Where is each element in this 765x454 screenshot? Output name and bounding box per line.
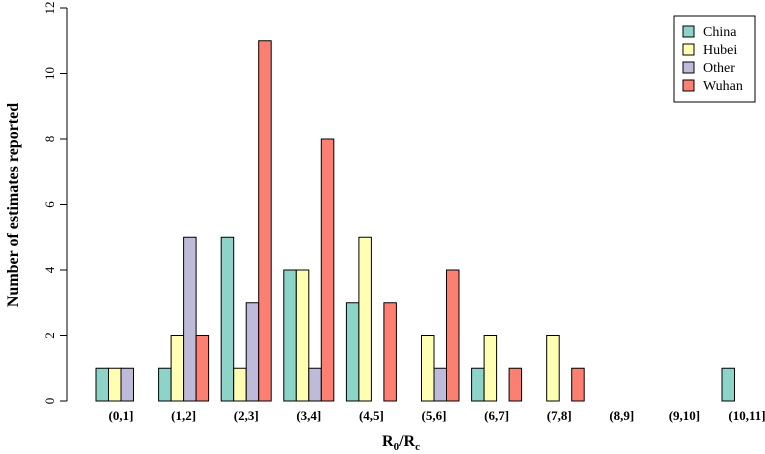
x-tick-label: (2,3]: [234, 408, 259, 423]
bar-wuhan: [258, 40, 272, 402]
bar-china: [345, 302, 360, 402]
legend-swatch-other: [682, 61, 695, 74]
bar-china: [283, 269, 297, 402]
x-axis-title-sub2: c: [415, 441, 420, 453]
bar-hubei: [233, 367, 247, 402]
bar-hubei: [295, 269, 310, 402]
y-tick-label: 6: [42, 201, 57, 208]
bar-other: [433, 367, 447, 402]
bars: [95, 40, 735, 402]
bar-china: [158, 367, 172, 402]
bar-wuhan: [571, 367, 585, 402]
x-axis-title-main: R: [382, 433, 394, 450]
bar-wuhan: [320, 138, 335, 402]
x-tick-label: (5,6]: [422, 408, 447, 423]
y-tick-label: 0: [42, 398, 57, 405]
y-axis-title: Number of estimates reported: [5, 103, 22, 307]
legend: China Hubei Other Wuhan: [673, 15, 756, 103]
x-axis-title: R0/Rc: [382, 433, 420, 453]
x-axis: (0,1] (1,2] (2,3] (3,4] (4,5] (5,6] (6,7] (7,8]…: [109, 408, 765, 423]
legend-label-other: Other: [703, 61, 735, 76]
bar-wuhan: [383, 302, 397, 402]
y-axis: 0 2 4 6 8 10 12: [42, 2, 68, 405]
legend-label-wuhan: Wuhan: [703, 79, 743, 94]
bar-hubei: [546, 335, 560, 402]
y-tick-label: 2: [42, 332, 57, 339]
y-tick-label: 10: [42, 67, 57, 80]
bar-china: [471, 367, 485, 402]
bar-hubei: [170, 335, 185, 402]
bar-hubei: [358, 236, 372, 402]
x-tick-label: (9,10]: [669, 408, 700, 423]
x-axis-title-sub1: 0: [394, 441, 400, 453]
bar-other: [245, 302, 260, 402]
bar-other: [120, 367, 134, 402]
x-tick-label: (8,9]: [609, 408, 634, 423]
bar-wuhan: [508, 367, 523, 402]
y-tick-label: 8: [42, 136, 57, 143]
x-tick-label: (6,7]: [484, 408, 509, 423]
bar-other: [183, 236, 197, 402]
bar-china: [220, 236, 235, 402]
bar-hubei: [421, 335, 435, 402]
legend-swatch-china: [682, 25, 695, 38]
bar-other: [308, 367, 322, 402]
bar-china: [721, 367, 735, 402]
x-tick-label: (3,4]: [296, 408, 321, 423]
x-tick-label: (1,2]: [171, 408, 196, 423]
bar-hubei: [483, 335, 498, 402]
y-tick-label: 12: [42, 2, 57, 15]
x-tick-label: (10,11]: [728, 408, 765, 423]
bar-china: [95, 367, 109, 402]
bar-wuhan: [195, 335, 210, 402]
legend-label-hubei: Hubei: [703, 43, 737, 58]
x-tick-label: (4,5]: [359, 408, 384, 423]
y-tick-label: 4: [42, 266, 57, 273]
bar-wuhan: [446, 269, 460, 402]
x-tick-label: (7,8]: [547, 408, 572, 423]
bar-hubei: [108, 367, 122, 402]
x-tick-label: (0,1]: [109, 408, 134, 423]
x-axis-title-sep: /R: [398, 433, 415, 450]
legend-swatch-hubei: [682, 43, 695, 56]
legend-swatch-wuhan: [682, 79, 695, 92]
legend-label-china: China: [703, 25, 737, 40]
